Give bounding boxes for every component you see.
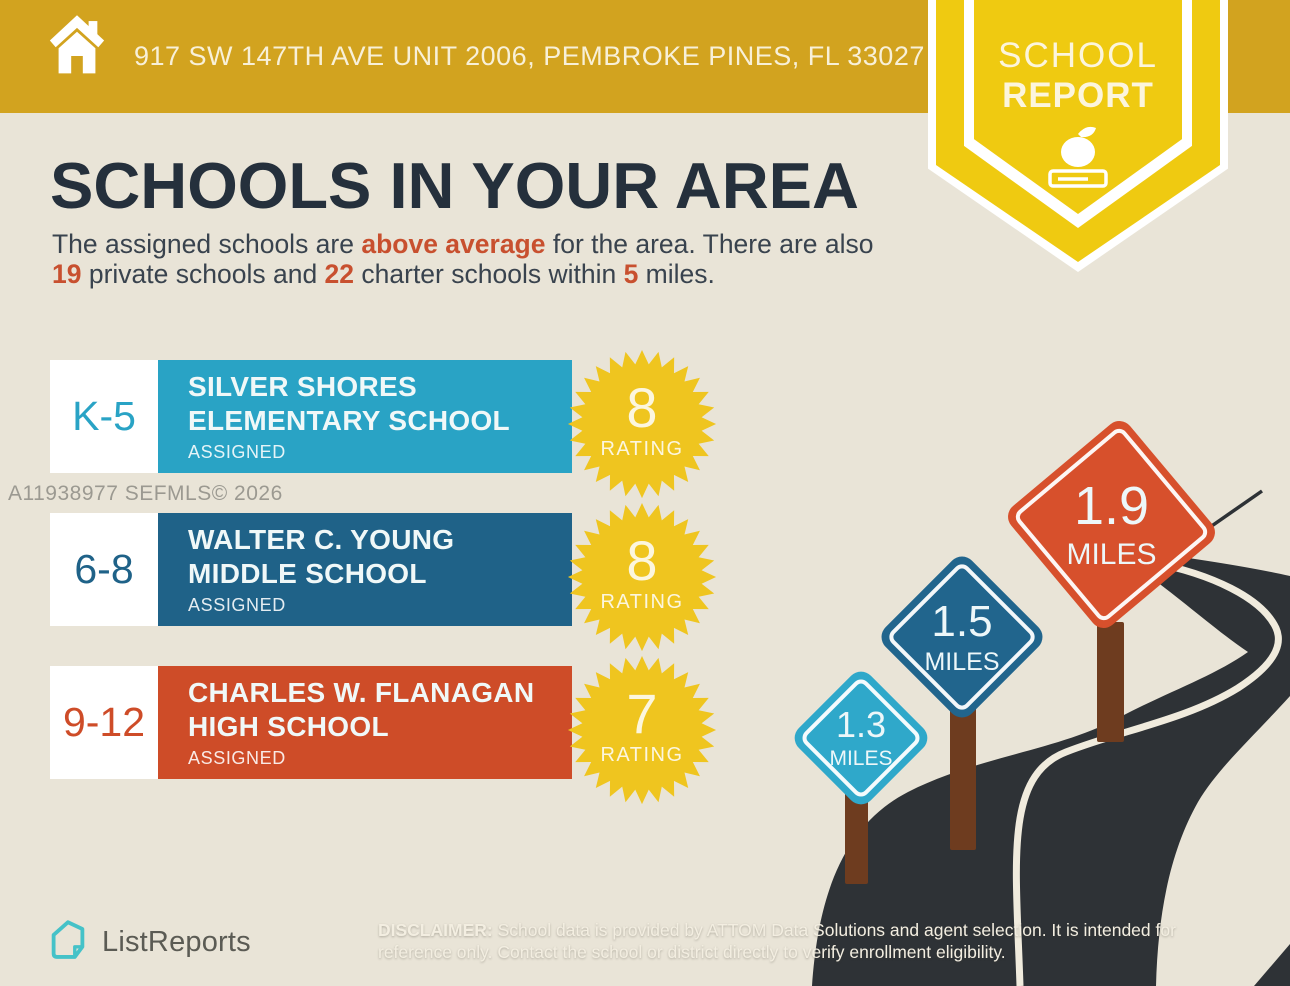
listreports-icon <box>46 916 90 969</box>
distance-sign-high: 1.9 MILES <box>1002 415 1221 634</box>
property-address: 917 SW 147TH AVE UNIT 2006, PEMBROKE PIN… <box>134 41 925 71</box>
rating-label: RATING <box>600 590 684 613</box>
mls-watermark: A11938977 SEFMLS© 2026 <box>8 482 283 505</box>
grade-range: K-5 <box>50 360 158 473</box>
ribbon-title-line1: SCHOOL <box>998 36 1158 75</box>
starburst-icon <box>567 349 717 499</box>
listreports-logo: ListReports <box>46 916 251 969</box>
school-name: WALTER C. YOUNG MIDDLE SCHOOL <box>188 523 455 589</box>
intro-text: The assigned schools are above average f… <box>52 229 874 289</box>
rating-badge-middle: 8 RATING <box>567 502 717 652</box>
school-bar: SILVER SHORES ELEMENTARY SCHOOL ASSIGNED <box>158 360 572 473</box>
road-asphalt <box>812 552 1290 986</box>
distance-unit: MILES <box>829 747 893 770</box>
sign-post-1 <box>845 788 868 884</box>
grade-range: 9-12 <box>50 666 158 779</box>
ribbon-title-line2: REPORT <box>1002 76 1154 115</box>
distance-sign-elementary: 1.3 MILES <box>788 665 934 811</box>
road-center-line <box>1012 558 1282 986</box>
school-status: ASSIGNED <box>188 748 286 769</box>
distance-sign-middle: 1.5 MILES <box>875 550 1049 724</box>
disclaimer-text: DISCLAIMER: School data is provided by A… <box>378 920 1176 962</box>
school-name: CHARLES W. FLANAGAN HIGH SCHOOL <box>188 676 535 742</box>
apple-on-book-icon <box>928 124 1228 197</box>
school-row-middle: 6-8 WALTER C. YOUNG MIDDLE SCHOOL ASSIGNE… <box>50 513 572 626</box>
rating-badge-high: 7 RATING <box>567 655 717 805</box>
rating-value: 8 <box>626 375 658 439</box>
distance-value: 1.9 <box>1073 476 1150 536</box>
home-icon <box>46 13 108 100</box>
rating-value: 7 <box>626 681 658 745</box>
distance-value: 1.3 <box>835 704 887 745</box>
rating-badge-elementary: 8 RATING <box>567 349 717 499</box>
sign-post-2 <box>950 700 976 850</box>
above-average-highlight: above average <box>361 229 546 259</box>
starburst-icon <box>567 502 717 652</box>
starburst-icon <box>567 655 717 805</box>
rating-label: RATING <box>600 437 684 460</box>
school-row-high: 9-12 CHARLES W. FLANAGAN HIGH SCHOOL ASSI… <box>50 666 572 779</box>
school-bar: CHARLES W. FLANAGAN HIGH SCHOOL ASSIGNED <box>158 666 572 779</box>
rating-label: RATING <box>600 743 684 766</box>
school-status: ASSIGNED <box>188 442 286 463</box>
road-corner-wedge <box>1254 944 1290 986</box>
page-title: SCHOOLS IN YOUR AREA <box>50 149 859 222</box>
distance-unit: MILES <box>924 647 1000 676</box>
distance-value: 1.5 <box>931 596 993 646</box>
brand-name: ListReports <box>102 926 251 958</box>
rating-value: 8 <box>626 528 658 592</box>
distance-unit: MILES <box>1066 538 1157 571</box>
school-report-ribbon: SCHOOL REPORT <box>928 0 1228 272</box>
school-bar: WALTER C. YOUNG MIDDLE SCHOOL ASSIGNED <box>158 513 572 626</box>
school-status: ASSIGNED <box>188 595 286 616</box>
school-name: SILVER SHORES ELEMENTARY SCHOOL <box>188 370 510 436</box>
sign-post-3 <box>1097 622 1124 742</box>
charter-school-count: 22 <box>324 258 355 289</box>
radius-miles: 5 <box>623 258 639 289</box>
school-row-elementary: K-5 SILVER SHORES ELEMENTARY SCHOOL ASSIG… <box>50 360 572 473</box>
private-school-count: 19 <box>52 258 82 289</box>
grade-range: 6-8 <box>50 513 158 626</box>
